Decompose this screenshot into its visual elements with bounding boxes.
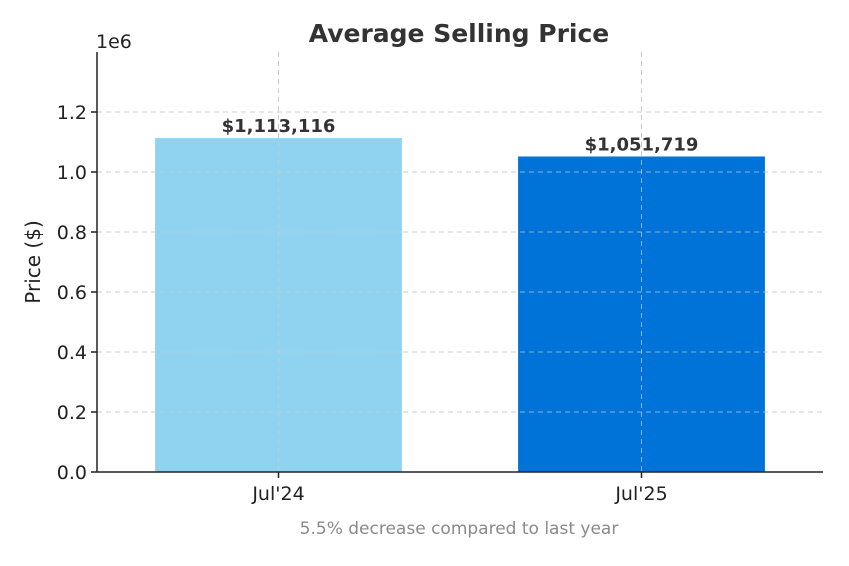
y-tick-label: 0.2 [57,402,87,424]
bar-value-labels: $1,113,116 $1,051,719 [222,116,699,155]
bar-value-label: $1,051,719 [585,134,699,155]
y-tick-label: 0.0 [57,462,87,484]
bars [97,52,823,473]
x-tick-label: Jul'25 [614,483,667,505]
chart-title: Average Selling Price [309,19,610,48]
y-axis-label: Price ($) [21,220,45,303]
y-tick-label: 0.6 [57,282,87,304]
footnote: 5.5% decrease compared to last year [300,519,619,539]
y-axis-ticks: 0.0 0.2 0.4 0.6 0.8 1.0 1.2 [57,102,97,484]
y-tick-label: 1.0 [57,162,87,184]
x-tick-label: Jul'24 [251,483,304,505]
y-offset-label: 1e6 [96,31,132,53]
bar-value-label: $1,113,116 [222,116,336,137]
y-tick-label: 0.4 [57,342,87,364]
y-tick-label: 0.8 [57,222,87,244]
x-axis-ticks: Jul'24 Jul'25 [251,472,668,505]
y-tick-label: 1.2 [57,102,87,124]
